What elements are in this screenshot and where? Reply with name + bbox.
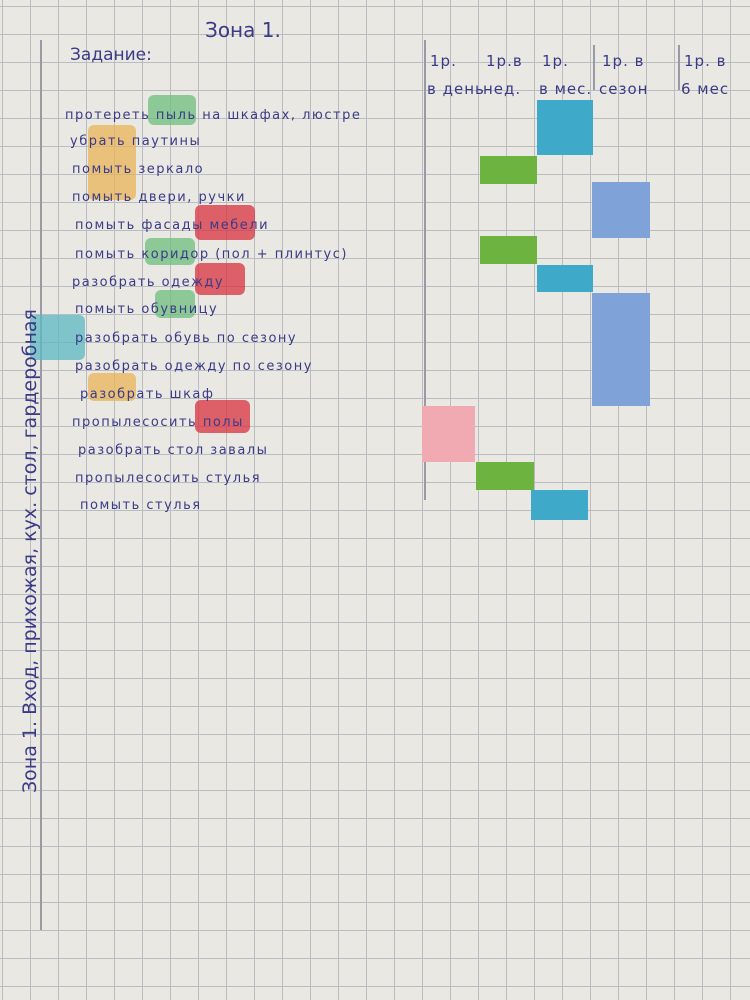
column-header: сезон [599,80,649,98]
column-header: 1р. [430,52,457,70]
task-text: пропылесосить стулья [75,471,262,486]
task-text: убрать паутины [70,134,202,149]
task-text: помыть фасады мебели [75,218,270,233]
schedule-cell [531,490,588,520]
task-text: помыть двери, ручки [72,190,246,205]
column-divider [593,45,595,90]
schedule-cell [476,462,534,490]
schedule-cell [537,100,593,155]
column-divider [424,40,426,500]
task-text: помыть стулья [80,498,202,513]
task-text: разобрать одежду по сезону [75,359,313,374]
highlight [195,400,250,433]
side-note: Зона 1. Вход, прихожая, кух. стол, гарде… [19,309,41,793]
highlight [30,315,85,360]
schedule-cell [592,293,650,406]
column-header: 1р. в [602,52,645,70]
task-text: пропылесосить полы [72,415,244,430]
task-text: помыть коридор (пол + плинтус) [75,247,348,262]
highlight [195,263,245,295]
highlight [155,290,195,318]
column-header: в день [427,80,485,98]
highlight [145,238,195,265]
task-text: разобрать шкаф [80,387,215,402]
highlight [88,125,136,200]
schedule-cell [422,406,475,462]
task-text: разобрать одежду [72,275,225,290]
task-text: разобрать обувь по сезону [75,331,298,346]
column-divider [678,45,680,90]
schedule-cell [480,156,537,184]
highlight [148,95,196,125]
column-header: 1р. [542,52,569,70]
task-text: протереть пыль на шкафах, люстре [65,108,362,123]
column-header: нед. [483,80,522,98]
column-header: в мес. [539,80,593,98]
column-header: 6 мес [681,80,730,98]
schedule-cell [537,265,593,292]
title: Зона 1. [205,18,281,42]
task-text: помыть обувницу [75,302,219,317]
schedule-cell [480,236,537,264]
margin-line [40,40,42,930]
column-header: 1р. в [684,52,727,70]
column-header: 1р.в [486,52,523,70]
schedule-cell [592,182,650,238]
task-label: Задание: [70,45,152,65]
highlight [195,205,255,240]
highlight [88,373,136,401]
task-text: разобрать стол завалы [78,443,269,458]
task-text: помыть зеркало [72,162,205,177]
